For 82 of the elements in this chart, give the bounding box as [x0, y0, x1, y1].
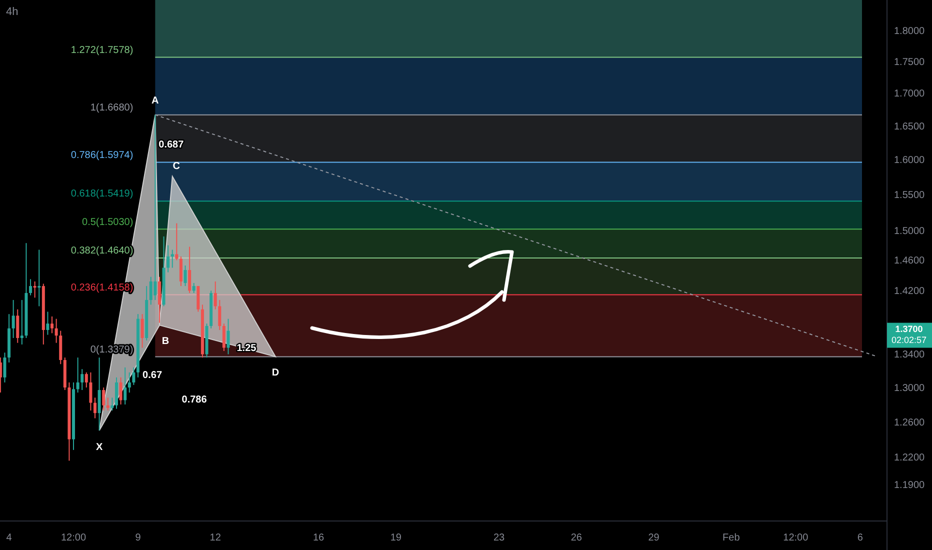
candlestick: [12, 299, 15, 339]
x-tick-label: 23: [493, 532, 506, 544]
candlestick: [76, 357, 80, 394]
annotation: B: [162, 336, 170, 347]
y-tick-label: 1.3400: [894, 350, 926, 361]
candlestick: [226, 318, 230, 355]
candlestick: [38, 249, 41, 307]
candlestick: [175, 222, 178, 261]
candlestick: [106, 397, 110, 411]
y-tick-label: 1.3000: [894, 382, 926, 394]
y-tick-label: 1.7000: [894, 88, 926, 100]
x-tick-label: Feb: [722, 532, 740, 544]
candlestick: [192, 282, 196, 294]
candlestick: [114, 376, 118, 410]
annotation: A: [152, 95, 159, 106]
candlestick: [170, 249, 174, 268]
candlestick: [166, 244, 170, 273]
candlestick: [29, 278, 32, 296]
candlestick: [98, 357, 101, 431]
ref-line-label: 0.618(1.5419): [70, 188, 134, 200]
candlestick: [102, 386, 106, 411]
candlestick: [218, 299, 222, 330]
y-tick-label: 1.2200: [894, 452, 926, 464]
x-tick-label: 4: [6, 532, 12, 544]
ref-line-label: 0.5(1.5030): [82, 216, 134, 228]
annotation: C: [172, 161, 180, 172]
annotation: 0.67: [142, 370, 162, 382]
candlestick: [188, 246, 192, 294]
candlestick: [214, 280, 217, 310]
candlestick: [33, 280, 36, 298]
annotation: D: [272, 367, 280, 378]
y-tick-label: 1.7500: [894, 56, 926, 68]
candlestick: [119, 376, 122, 405]
x-tick-label: 16: [312, 532, 325, 544]
annotation: X: [96, 442, 103, 454]
candlestick: [154, 114, 157, 300]
candlestick: [158, 276, 161, 324]
candlestick: [50, 316, 54, 334]
ref-line-label: 0.786(1.5974): [70, 150, 134, 161]
annotation: 0.786: [182, 394, 208, 406]
y-tick-label: 1.8000: [894, 26, 926, 37]
candlestick: [84, 372, 88, 388]
text: 02:02:57: [891, 335, 927, 346]
x-tick-label: 9: [135, 532, 142, 544]
candlestick: [3, 352, 6, 383]
candlestick: [132, 366, 136, 386]
candlestick: [124, 366, 127, 405]
y-tick-label: 1.2600: [894, 417, 926, 428]
candlestick: [179, 256, 182, 287]
candlestick: [184, 264, 187, 287]
ref-line-label: 1.272(1.7578): [70, 44, 134, 56]
candlestick: [20, 299, 24, 345]
x-tick-label: 19: [390, 532, 402, 544]
y-tick-label: 1.5500: [894, 190, 926, 201]
y-tick-label: 1.4600: [894, 256, 926, 267]
text: 1.3700: [895, 324, 923, 334]
x-tick-label: 6: [857, 532, 864, 544]
candlestick: [110, 397, 114, 411]
candlestick: [149, 276, 152, 306]
text: 4h: [6, 6, 18, 18]
candlestick: [222, 323, 226, 352]
candlestick: [89, 372, 92, 411]
annotation: 0.687: [158, 139, 184, 150]
candlestick: [196, 286, 200, 312]
candlestick: [128, 372, 131, 394]
y-tick-label: 1.5000: [894, 226, 926, 237]
candlestick: [80, 368, 84, 391]
y-tick-label: 1.4200: [894, 286, 926, 298]
y-tick-label: 1.1900: [894, 480, 926, 491]
x-tick-label: 12:00: [60, 532, 86, 544]
candlestick: [46, 311, 50, 336]
x-tick-label: 12:00: [783, 532, 809, 544]
x-tick-label: 12: [210, 532, 222, 544]
ref-line-label: 1(1.6680): [90, 102, 134, 114]
candlestick: [54, 318, 58, 344]
x-tick-label: 29: [648, 532, 660, 544]
x-tick-label: 26: [570, 532, 582, 544]
candlestick: [93, 397, 96, 419]
y-tick-label: 1.6000: [894, 155, 926, 166]
candlestick: [140, 314, 144, 348]
candlestick: [16, 308, 20, 344]
y-tick-label: 1.6500: [894, 121, 926, 132]
